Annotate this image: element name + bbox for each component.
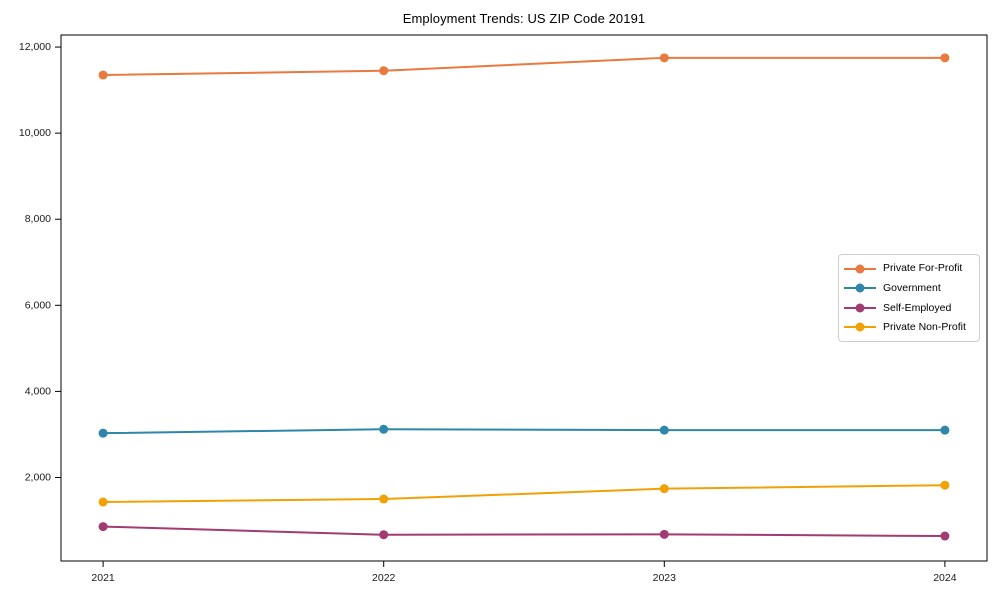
legend: Private For-Profit Government Self-Employe…	[838, 254, 980, 342]
x-tick-label: 2022	[372, 572, 396, 584]
data-point-self-employed	[940, 531, 950, 541]
data-point-private-for-profit	[379, 66, 389, 76]
x-tick-label: 2024	[933, 572, 957, 584]
plot-border	[60, 34, 988, 562]
data-point-government	[379, 424, 389, 434]
data-point-private-for-profit	[659, 53, 669, 63]
y-tick-label: 10,000	[19, 127, 51, 139]
y-tick-label: 8,000	[25, 213, 51, 225]
data-point-private-for-profit	[98, 70, 108, 80]
data-point-government	[98, 428, 108, 438]
legend-marker-icon	[844, 264, 876, 274]
series-line-private-non-profit	[103, 484, 945, 504]
data-point-private-non-profit	[659, 484, 669, 494]
y-tick-label: 12,000	[19, 41, 51, 53]
data-point-self-employed	[379, 530, 389, 540]
legend-label: Private Non-Profit	[883, 321, 966, 334]
legend-marker-icon	[844, 303, 876, 313]
data-point-government	[940, 425, 950, 435]
data-point-government	[659, 425, 669, 435]
data-point-self-employed	[98, 522, 108, 532]
series-line-government	[103, 428, 945, 435]
y-tick-label: 4,000	[25, 385, 51, 397]
x-tick-label: 2021	[91, 572, 115, 584]
legend-item-private-non-profit: Private Non-Profit	[843, 321, 979, 333]
legend-marker-icon	[844, 322, 876, 332]
legend-label: Self-Employed	[883, 301, 952, 314]
y-tick-label: 2,000	[25, 471, 51, 483]
data-point-private-non-profit	[940, 480, 950, 490]
data-point-self-employed	[659, 529, 669, 539]
chart-title: Employment Trends: US ZIP Code 20191	[402, 11, 646, 26]
legend-item-private-for-profit: Private For-Profit	[843, 263, 979, 275]
legend-label: Private For-Profit	[883, 262, 963, 275]
legend-item-government: Government	[843, 282, 979, 294]
x-tick-label: 2023	[653, 572, 677, 584]
series-line-private-for-profit	[103, 56, 945, 77]
data-point-private-for-profit	[940, 53, 950, 63]
legend-label: Government	[883, 281, 941, 294]
data-point-private-non-profit	[98, 497, 108, 507]
y-tick-label: 6,000	[25, 299, 51, 311]
legend-marker-icon	[844, 283, 876, 293]
series-line-self-employed	[103, 525, 945, 538]
legend-item-self-employed: Self-Employed	[843, 302, 979, 314]
data-point-private-non-profit	[379, 494, 389, 504]
